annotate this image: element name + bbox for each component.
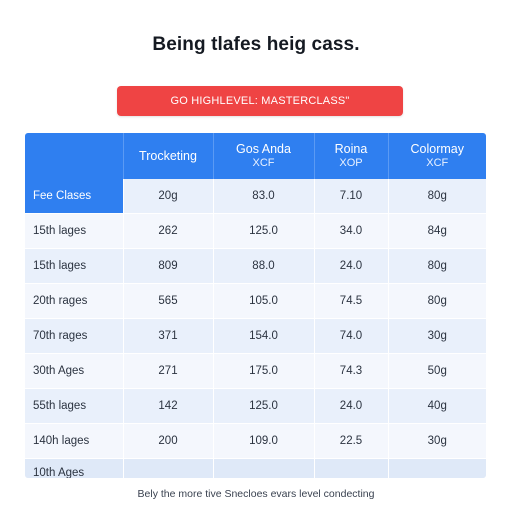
table-cell: 88.0: [213, 248, 315, 284]
row-label: 140h lages: [25, 423, 124, 459]
table-cell: 84g: [388, 213, 486, 249]
table-row: 55th lages 142 125.0 24.0 40g: [25, 388, 486, 424]
table-cell: 271: [123, 353, 214, 389]
table-cell: [388, 458, 486, 478]
table-cell: 74.3: [314, 353, 389, 389]
table-cell: 24.0: [314, 248, 389, 284]
row-label: Fee Clases: [25, 179, 124, 214]
table-header-row: Trocketing Gos Anda XCF Roina XOP Colorm…: [25, 133, 486, 179]
table-cell: 125.0: [213, 388, 315, 424]
table-cell: 175.0: [213, 353, 315, 389]
page-title: Being tlafes heig cass.: [152, 34, 360, 55]
table-cell: 80g: [388, 248, 486, 284]
row-label: 15th lages: [25, 213, 124, 249]
column-header: Gos Anda XCF: [213, 133, 315, 179]
column-header: Trocketing: [123, 133, 214, 179]
table-cell: [123, 458, 214, 478]
table-row: 10th Ages: [25, 458, 486, 478]
table-cell: 80g: [388, 283, 486, 319]
table-cell: 34.0: [314, 213, 389, 249]
table-cell: 20g: [123, 179, 214, 214]
column-header-subtitle: XCF: [426, 157, 449, 169]
table-cell: 809: [123, 248, 214, 284]
row-label: 30th Ages: [25, 353, 124, 389]
table-cell: 142: [123, 388, 214, 424]
table-cell: [213, 458, 315, 478]
column-header-title: Trocketing: [139, 149, 197, 163]
table-row: 15th lages 809 88.0 24.0 80g: [25, 248, 486, 284]
column-header-title: Roina: [334, 142, 368, 156]
table-cell: 7.10: [314, 179, 389, 214]
table-cell: 74.0: [314, 318, 389, 354]
masterclass-button[interactable]: GO HIGHLEVEL: MASTERCLASS": [117, 86, 403, 116]
table-cell: 30g: [388, 423, 486, 459]
row-label: 15th lages: [25, 248, 124, 284]
column-header: Colormay XCF: [388, 133, 486, 179]
table-cell: 565: [123, 283, 214, 319]
table-cell: 24.0: [314, 388, 389, 424]
table-cell: 40g: [388, 388, 486, 424]
column-header-subtitle: XCF: [252, 157, 275, 169]
footer-caption: Bely the more tive Snecloes evars level …: [137, 488, 375, 500]
table-row: 70th rages 371 154.0 74.0 30g: [25, 318, 486, 354]
table-row: 15th lages 262 125.0 34.0 84g: [25, 213, 486, 249]
table-cell: [314, 458, 389, 478]
table-cell: 50g: [388, 353, 486, 389]
table-row: Fee Clases 20g 83.0 7.10 80g: [25, 179, 486, 214]
row-label: 20th rages: [25, 283, 124, 319]
table-cell: 109.0: [213, 423, 315, 459]
column-header: [25, 133, 124, 179]
column-header: Roina XOP: [314, 133, 389, 179]
table-cell: 83.0: [213, 179, 315, 214]
table-row: 20th rages 565 105.0 74.5 80g: [25, 283, 486, 319]
row-label: 55th lages: [25, 388, 124, 424]
table-cell: 22.5: [314, 423, 389, 459]
column-header-title: Colormay: [410, 142, 465, 156]
table-row: 30th Ages 271 175.0 74.3 50g: [25, 353, 486, 389]
table-cell: 74.5: [314, 283, 389, 319]
table-row: 140h lages 200 109.0 22.5 30g: [25, 423, 486, 459]
column-header-title: Gos Anda: [236, 142, 291, 156]
table-cell: 262: [123, 213, 214, 249]
row-label: 10th Ages: [25, 458, 124, 478]
table-cell: 200: [123, 423, 214, 459]
table-cell: 80g: [388, 179, 486, 214]
table-cell: 105.0: [213, 283, 315, 319]
table-cell: 30g: [388, 318, 486, 354]
table-cell: 371: [123, 318, 214, 354]
table-cell: 154.0: [213, 318, 315, 354]
row-label: 70th rages: [25, 318, 124, 354]
table-cell: 125.0: [213, 213, 315, 249]
comparison-table: Trocketing Gos Anda XCF Roina XOP Colorm…: [25, 133, 486, 478]
column-header-subtitle: XOP: [339, 157, 363, 169]
